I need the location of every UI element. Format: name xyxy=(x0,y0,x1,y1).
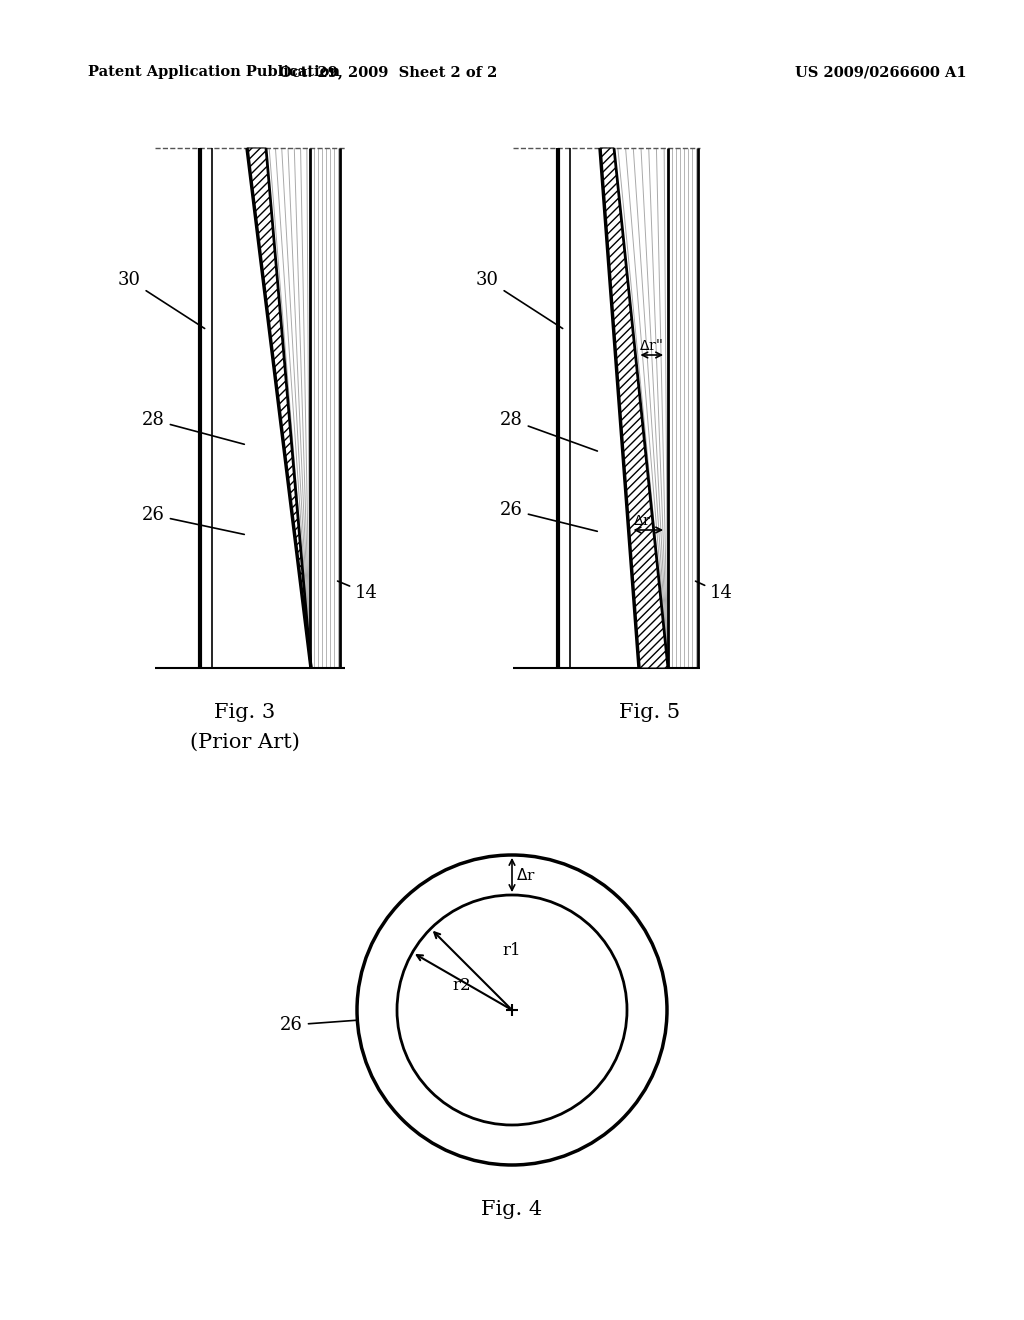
Text: US 2009/0266600 A1: US 2009/0266600 A1 xyxy=(795,65,967,79)
Text: Fig. 4: Fig. 4 xyxy=(481,1200,543,1218)
Text: Fig. 3: Fig. 3 xyxy=(214,704,275,722)
Text: Fig. 5: Fig. 5 xyxy=(620,704,681,722)
Text: 26: 26 xyxy=(142,506,245,535)
Text: $\Delta$r: $\Delta$r xyxy=(516,867,536,883)
Text: 28: 28 xyxy=(142,411,245,445)
Text: $\Delta$r'': $\Delta$r'' xyxy=(640,338,664,352)
Text: 26: 26 xyxy=(500,502,597,532)
Text: 28: 28 xyxy=(500,411,597,451)
Polygon shape xyxy=(600,148,668,668)
Text: 14: 14 xyxy=(695,581,733,602)
Polygon shape xyxy=(247,148,311,668)
Text: Oct. 29, 2009  Sheet 2 of 2: Oct. 29, 2009 Sheet 2 of 2 xyxy=(279,65,498,79)
Text: $\Delta$r': $\Delta$r' xyxy=(633,513,653,528)
Text: (Prior Art): (Prior Art) xyxy=(190,733,300,752)
Text: 30: 30 xyxy=(476,271,562,329)
Text: Patent Application Publication: Patent Application Publication xyxy=(88,65,340,79)
Text: r2: r2 xyxy=(452,977,471,994)
Text: r1: r1 xyxy=(502,942,520,960)
Text: 26: 26 xyxy=(280,1016,357,1034)
Text: 30: 30 xyxy=(118,271,205,329)
Text: 14: 14 xyxy=(338,581,378,602)
